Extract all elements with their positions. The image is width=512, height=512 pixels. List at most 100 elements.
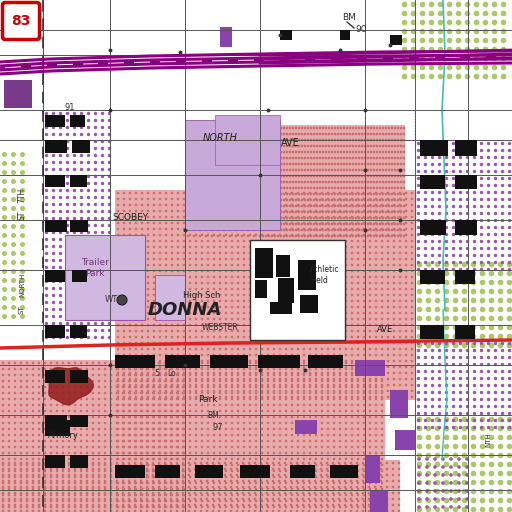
Circle shape [129,240,131,242]
Circle shape [315,258,317,260]
Circle shape [231,240,233,242]
Circle shape [243,348,245,350]
Circle shape [261,282,263,284]
Circle shape [94,266,97,269]
Circle shape [141,396,143,398]
Circle shape [297,157,301,159]
Circle shape [219,336,221,338]
Circle shape [362,354,365,356]
Circle shape [116,361,118,365]
Circle shape [101,308,104,311]
Circle shape [66,175,69,178]
Circle shape [218,498,220,500]
Circle shape [351,422,353,424]
Circle shape [86,416,88,418]
Circle shape [444,289,450,294]
Circle shape [237,191,239,194]
Circle shape [242,474,244,476]
Circle shape [189,476,191,478]
Circle shape [45,189,48,192]
Circle shape [337,217,339,219]
Circle shape [159,246,161,248]
Circle shape [164,398,166,400]
Bar [70,325,87,338]
Circle shape [177,476,179,478]
Circle shape [158,422,160,424]
Circle shape [117,300,119,302]
Circle shape [223,205,225,207]
Circle shape [73,182,76,185]
Circle shape [386,474,388,476]
Circle shape [362,398,365,400]
Circle shape [391,163,393,165]
Circle shape [459,391,462,394]
Circle shape [159,374,161,376]
Circle shape [110,361,112,365]
Circle shape [225,312,227,314]
Circle shape [276,139,280,141]
Circle shape [52,322,55,325]
Bar [395,430,415,450]
Circle shape [309,198,311,200]
Circle shape [435,498,440,503]
Circle shape [147,488,150,490]
Circle shape [201,422,203,424]
Circle shape [292,168,294,172]
Circle shape [159,458,161,460]
Circle shape [123,378,125,380]
Circle shape [127,422,130,424]
Circle shape [307,199,309,201]
Circle shape [169,498,173,500]
Circle shape [108,308,111,311]
Circle shape [291,361,293,365]
Circle shape [321,204,323,206]
Circle shape [8,510,10,512]
Circle shape [212,366,216,368]
Circle shape [385,175,387,177]
Circle shape [152,361,154,365]
Circle shape [243,500,245,502]
Bar [4,80,32,108]
Circle shape [254,467,257,471]
Circle shape [62,374,65,376]
Circle shape [68,486,70,488]
Circle shape [494,426,497,429]
Circle shape [50,498,52,500]
Circle shape [303,270,305,272]
Circle shape [431,261,434,264]
Circle shape [286,234,288,237]
Circle shape [349,211,351,214]
Circle shape [108,280,111,283]
Circle shape [459,268,462,271]
Circle shape [399,228,401,230]
Circle shape [207,383,209,386]
Circle shape [223,223,225,225]
Circle shape [465,38,471,44]
Circle shape [327,494,329,496]
Circle shape [219,422,221,424]
Circle shape [322,181,324,183]
Circle shape [375,372,377,374]
Circle shape [26,462,28,464]
Circle shape [431,384,434,387]
Circle shape [373,139,375,141]
Circle shape [243,452,245,454]
Circle shape [14,361,16,365]
Circle shape [304,175,306,177]
Circle shape [123,324,125,326]
Circle shape [313,217,315,219]
Circle shape [301,211,303,214]
Circle shape [104,392,106,394]
Circle shape [397,223,399,225]
Circle shape [8,374,10,376]
Circle shape [165,374,167,376]
Circle shape [357,392,359,394]
Circle shape [331,234,333,237]
Circle shape [318,211,322,214]
Circle shape [285,476,287,478]
Circle shape [147,210,150,212]
Circle shape [487,163,490,166]
Circle shape [62,467,65,471]
Circle shape [438,74,443,79]
Circle shape [229,187,231,189]
